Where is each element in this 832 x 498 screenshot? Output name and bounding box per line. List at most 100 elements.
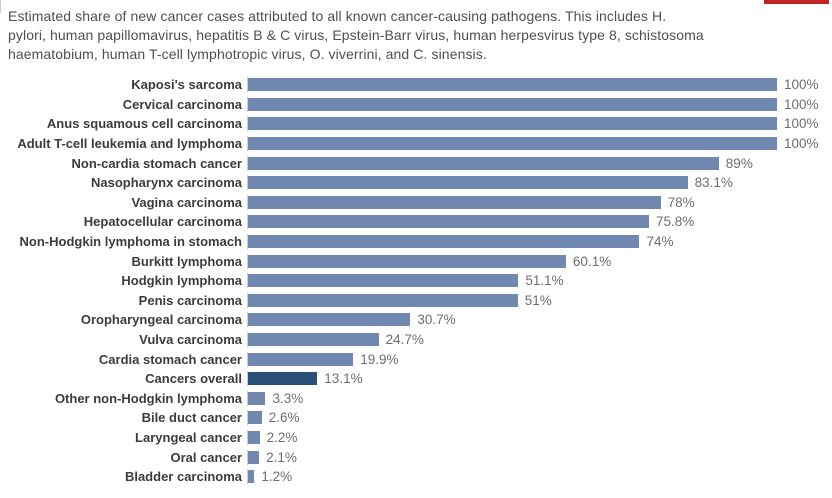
bar-row: Laryngeal cancer 2.2% — [0, 428, 832, 448]
category-label: Non-cardia stomach cancer — [71, 155, 242, 171]
bar[interactable] — [248, 470, 255, 484]
value-label: 89% — [725, 155, 753, 171]
value-label: 2.2% — [266, 429, 298, 445]
value-label: 83.1% — [694, 175, 733, 191]
bar-row: Anus squamous cell carcinoma 100% — [0, 114, 832, 134]
chart-subtitle-line: pylori, human papillomavirus, hepatitis … — [8, 27, 704, 43]
bar[interactable] — [248, 254, 566, 268]
value-label: 100% — [784, 136, 819, 152]
bar-track: 100% — [247, 136, 819, 152]
bar-row: Bile duct cancer 2.6% — [0, 408, 832, 428]
bar[interactable] — [248, 117, 777, 131]
bar-row: Other non-Hodgkin lymphoma 3.3% — [0, 389, 832, 409]
value-label: 60.1% — [572, 253, 612, 269]
bar-row: Penis carcinoma 51% — [0, 291, 832, 311]
category-label: Non-Hodgkin lymphoma in stomach — [19, 234, 242, 250]
category-label: Cancers overall — [145, 371, 242, 387]
category-label: Laryngeal cancer — [135, 429, 242, 445]
chart-rows: Kaposi's sarcoma 100% Cervical carcinoma 10… — [0, 75, 832, 486]
chart-subtitle: Estimated share of new cancer cases attr… — [8, 7, 704, 64]
bar-row: Non-cardia stomach cancer 89% — [0, 153, 832, 173]
bar-track: 2.6% — [247, 410, 777, 426]
bar[interactable] — [248, 215, 649, 229]
bar-row: Oropharyngeal carcinoma 30.7% — [0, 310, 832, 330]
bar-track: 89% — [247, 155, 777, 171]
bar-row: Hodgkin lymphoma 51.1% — [0, 271, 832, 291]
bar-row: Cancers overall 13.1% — [0, 369, 832, 389]
value-label: 78% — [667, 194, 695, 210]
bar-track: 13.1% — [247, 371, 777, 387]
logo-accent-strip — [764, 0, 829, 4]
category-label: Bile duct cancer — [141, 410, 242, 426]
bar[interactable] — [248, 352, 354, 366]
bar-row: Vulva carcinoma 24.7% — [0, 330, 832, 350]
bar[interactable] — [248, 411, 262, 425]
bar-track: 19.9% — [247, 351, 777, 367]
value-label: 30.7% — [417, 312, 456, 328]
bar[interactable] — [248, 195, 661, 209]
bar-row: Hepatocellular carcinoma 75.8% — [0, 212, 832, 232]
bar-track: 74% — [247, 234, 777, 250]
bar-track: 100% — [247, 77, 819, 93]
crop-edge-mark — [0, 0, 1, 13]
bar-row: Kaposi's sarcoma 100% — [0, 75, 832, 95]
bar[interactable] — [248, 450, 260, 464]
value-label: 2.6% — [268, 410, 300, 426]
bar[interactable] — [248, 78, 777, 92]
category-label: Other non-Hodgkin lymphoma — [54, 390, 242, 406]
bar[interactable] — [248, 430, 260, 444]
category-label: Hodgkin lymphoma — [121, 273, 242, 289]
bar[interactable] — [248, 391, 266, 405]
bar[interactable] — [248, 235, 640, 249]
bar[interactable] — [248, 176, 688, 190]
value-label: 51.1% — [525, 273, 564, 289]
category-label: Anus squamous cell carcinoma — [46, 116, 242, 132]
value-label: 1.2% — [261, 469, 293, 485]
bar[interactable] — [248, 333, 379, 347]
category-label: Adult T-cell leukemia and lymphoma — [17, 136, 242, 152]
chart-subtitle-line: haematobium, human T-cell lymphotropic v… — [8, 46, 487, 62]
category-label: Penis carcinoma — [138, 292, 242, 308]
value-label: 3.3% — [272, 390, 304, 406]
bar[interactable] — [248, 293, 518, 307]
bar-row: Cardia stomach cancer 19.9% — [0, 349, 832, 369]
bar-track: 75.8% — [247, 214, 777, 230]
value-label: 100% — [784, 77, 819, 93]
value-label: 100% — [784, 116, 819, 132]
bar[interactable] — [248, 137, 777, 151]
category-label: Cardia stomach cancer — [98, 351, 242, 367]
bar-track: 3.3% — [247, 390, 777, 406]
bar-row: Vagina carcinoma 78% — [0, 193, 832, 213]
bar-track: 24.7% — [247, 332, 777, 348]
bar-track: 100% — [247, 116, 819, 132]
value-label: 13.1% — [324, 371, 363, 387]
category-label: Nasopharynx carcinoma — [90, 175, 242, 191]
category-label: Burkitt lymphoma — [131, 253, 242, 269]
value-label: 2.1% — [266, 449, 297, 465]
category-label: Vagina carcinoma — [131, 194, 242, 210]
value-label: 51% — [524, 292, 552, 308]
bar-track: 83.1% — [247, 175, 777, 191]
bar-track: 60.1% — [247, 253, 777, 269]
bar[interactable] — [248, 274, 519, 288]
bar-track: 2.1% — [247, 449, 777, 465]
bar-track: 100% — [247, 96, 819, 112]
bar[interactable] — [248, 156, 719, 170]
category-label: Kaposi's sarcoma — [131, 77, 242, 93]
bar-track: 51.1% — [247, 273, 777, 289]
bar-row: Nasopharynx carcinoma 83.1% — [0, 173, 832, 193]
bar-track: 78% — [247, 194, 777, 210]
bar-chart: Kaposi's sarcoma 100% Cervical carcinoma 10… — [0, 75, 832, 486]
bar-track: 2.2% — [247, 429, 777, 445]
bar[interactable] — [248, 313, 411, 327]
value-label: 24.7% — [385, 332, 424, 348]
value-label: 19.9% — [360, 351, 399, 367]
category-label: Cervical carcinoma — [122, 96, 242, 112]
bar[interactable] — [248, 97, 777, 111]
chart-subtitle-line: Estimated share of new cancer cases attr… — [8, 8, 667, 24]
bar-row: Cervical carcinoma 100% — [0, 95, 832, 115]
value-label: 100% — [784, 96, 819, 112]
bar-highlighted[interactable] — [248, 372, 318, 386]
bar-track: 1.2% — [247, 469, 777, 485]
value-label: 75.8% — [655, 214, 695, 230]
